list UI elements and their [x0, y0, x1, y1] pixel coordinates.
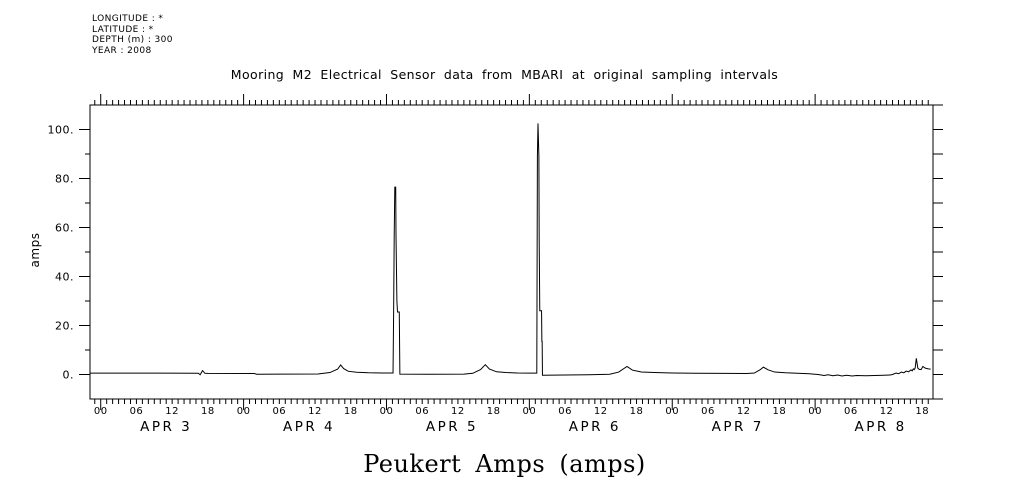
y-tick-label: 80.	[55, 173, 74, 186]
chart-title: Mooring M2 Electrical Sensor data from M…	[230, 67, 779, 82]
x-hour-label: 18	[915, 406, 929, 417]
x-hour-label: 00	[237, 406, 251, 417]
x-hour-label: 12	[165, 406, 179, 417]
x-day-label: APR 3	[140, 419, 192, 435]
x-hour-label: 18	[487, 406, 501, 417]
x-hour-label: 06	[701, 406, 715, 417]
x-hour-label: 18	[201, 406, 215, 417]
metadata-line-depth: DEPTH (m) : 300	[92, 35, 173, 45]
x-day-label: APR 8	[855, 419, 907, 435]
x-hour-label: 06	[558, 406, 572, 417]
x-hour-label: 06	[272, 406, 286, 417]
x-hour-label: 18	[773, 406, 787, 417]
y-tick-label: 20.	[55, 320, 74, 333]
x-hour-label: 00	[380, 406, 394, 417]
x-hour-label: 00	[522, 406, 536, 417]
x-day-label: APR 5	[426, 419, 478, 435]
y-tick-label: 60.	[55, 222, 74, 235]
x-axis-label: Peukert Amps (amps)	[363, 450, 646, 478]
x-day-label: APR 6	[569, 419, 621, 435]
x-hour-label: 00	[665, 406, 679, 417]
x-hour-label: 18	[344, 406, 358, 417]
y-tick-label: 100.	[48, 124, 75, 137]
x-hour-label: 18	[630, 406, 644, 417]
data-series-line	[90, 123, 931, 377]
plot-frame	[89, 104, 934, 400]
metadata-line-longitude: LONGITUDE : *	[92, 14, 164, 24]
y-tick-label: 0.	[63, 369, 75, 382]
x-day-label: APR 4	[283, 419, 335, 435]
x-hour-label: 12	[880, 406, 894, 417]
metadata-line-latitude: LATITUDE : *	[92, 24, 154, 35]
x-hour-label: 06	[844, 406, 858, 417]
x-hour-label: 12	[451, 406, 465, 417]
x-hour-label: 12	[308, 406, 322, 417]
metadata-line-year: YEAR : 2008	[92, 45, 152, 56]
x-hour-label: 00	[94, 406, 108, 417]
y-tick-label: 40.	[55, 271, 74, 284]
x-day-label: APR 7	[712, 419, 764, 435]
x-hour-label: 00	[808, 406, 822, 417]
metadata-block: LONGITUDE : * LATITUDE : * DEPTH (m) : 3…	[92, 14, 173, 56]
x-hour-label: 12	[594, 406, 608, 417]
x-hour-label: 12	[737, 406, 751, 417]
x-hour-label: 06	[130, 406, 144, 417]
x-hour-label: 06	[415, 406, 429, 417]
